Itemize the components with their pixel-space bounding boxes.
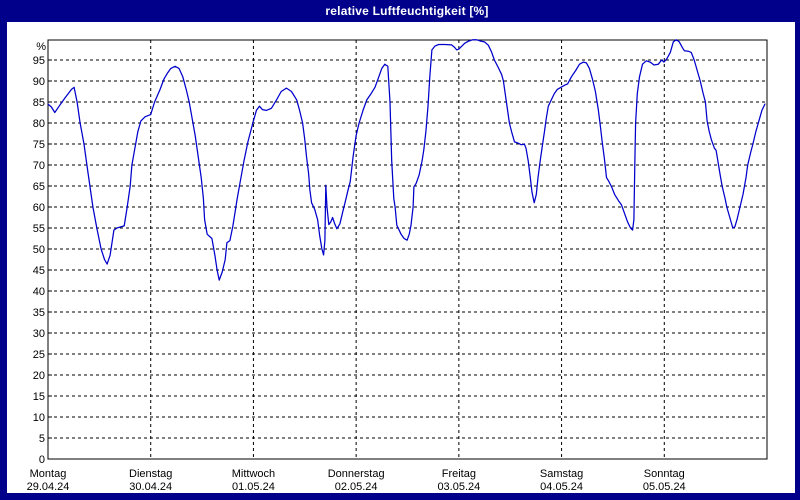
y-tick-label: 50: [33, 244, 45, 256]
y-tick-label: 75: [33, 139, 45, 151]
day-date-label: 29.04.24: [27, 481, 70, 493]
day-date-label: 04.05.24: [540, 481, 583, 493]
day-name-label: Dienstag: [129, 468, 172, 480]
day-name-label: Montag: [30, 468, 67, 480]
window-title: relative Luftfeuchtigkeit [%]: [325, 4, 489, 18]
humidity-chart: 0 5 10 15 20 25 30 35 40 45 50 55 60 65 70 75 80 85 90 95% M…: [27, 39, 768, 493]
day-name-label: Donnerstag: [328, 468, 385, 480]
y-tick-label: 70: [33, 160, 45, 172]
day-date-label: 03.05.24: [437, 481, 480, 493]
day-name-label: Mittwoch: [232, 468, 275, 480]
y-tick-label: 0: [39, 454, 45, 466]
y-tick-label: 55: [33, 223, 45, 235]
y-tick-label: 20: [33, 370, 45, 382]
day-date-label: 01.05.24: [232, 481, 275, 493]
day-name-label: Sonntag: [644, 468, 685, 480]
humidity-line: [47, 39, 766, 281]
y-tick-label: 65: [33, 181, 45, 193]
day-name-label: Freitag: [442, 468, 476, 480]
y-tick-label: 90: [33, 76, 45, 88]
y-tick-label: 60: [33, 202, 45, 214]
y-tick-label: 5: [39, 433, 45, 445]
day-date-label: 30.04.24: [129, 481, 172, 493]
window-title-bar: relative Luftfeuchtigkeit [%]: [7, 0, 800, 22]
y-tick-label: 85: [33, 97, 45, 109]
y-tick-label: 95: [33, 55, 45, 67]
y-tick-label: 80: [33, 118, 45, 130]
y-tick-label: 10: [33, 412, 45, 424]
y-tick-label: 35: [33, 307, 45, 319]
plot-border: [47, 39, 768, 460]
day-name-label: Samstag: [540, 468, 583, 480]
y-tick-label: 30: [33, 328, 45, 340]
y-tick-label: 15: [33, 391, 45, 403]
y-axis-unit-label: %: [36, 41, 46, 53]
y-tick-label: 40: [33, 286, 45, 298]
y-tick-label: 25: [33, 349, 45, 361]
day-date-label: 02.05.24: [335, 481, 378, 493]
day-date-label: 05.05.24: [643, 481, 686, 493]
y-tick-label: 45: [33, 265, 45, 277]
